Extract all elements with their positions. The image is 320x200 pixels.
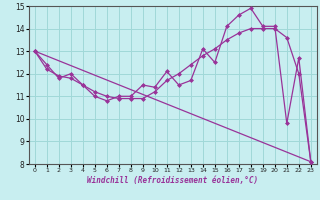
X-axis label: Windchill (Refroidissement éolien,°C): Windchill (Refroidissement éolien,°C)	[87, 176, 258, 185]
